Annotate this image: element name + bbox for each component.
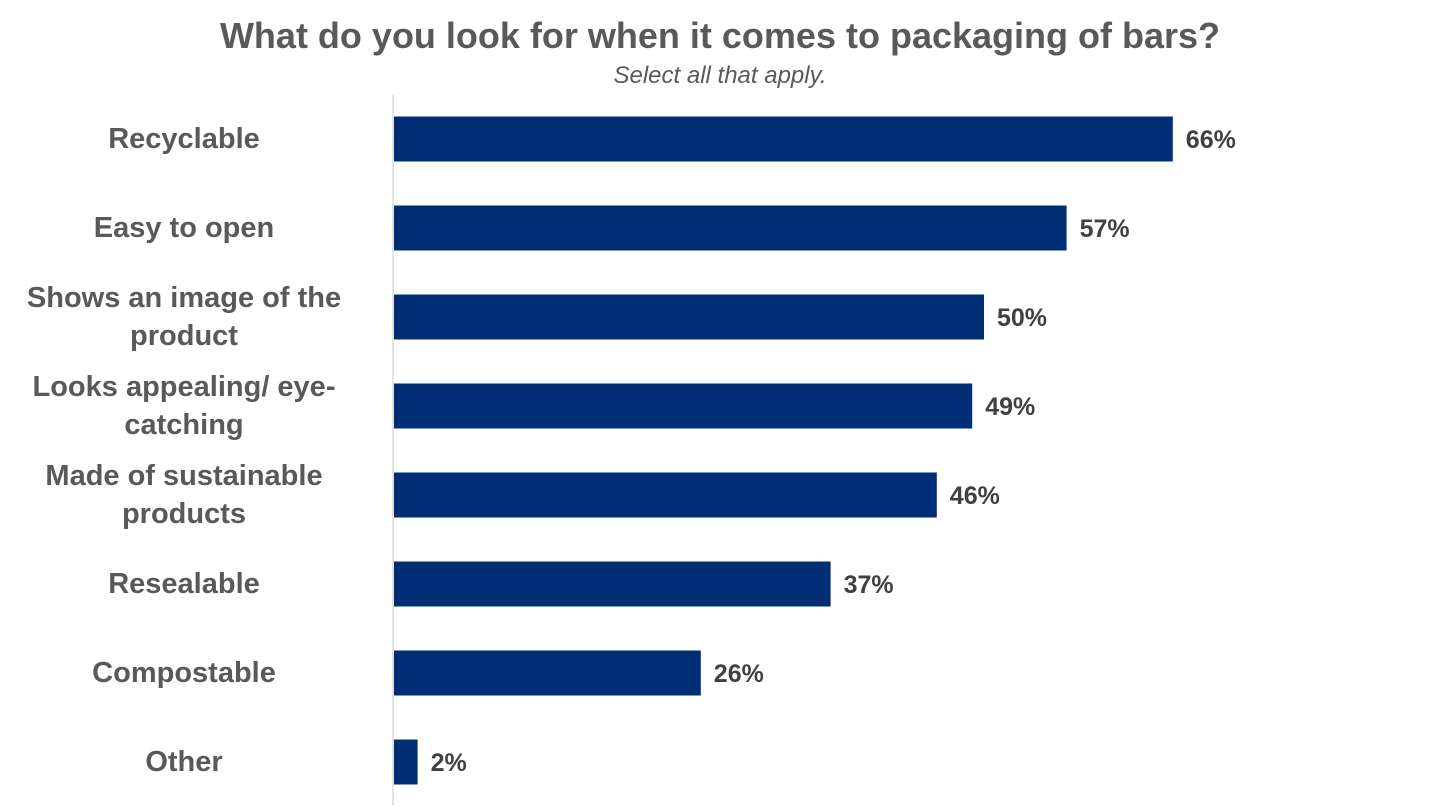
- bar-value-label: 66%: [1186, 126, 1236, 154]
- bar-value-label: 46%: [950, 482, 1000, 510]
- bar-value-label: 50%: [997, 304, 1047, 332]
- bar-value-label: 26%: [714, 660, 764, 688]
- bar-value-label: 2%: [431, 749, 467, 777]
- bar: [394, 116, 1173, 162]
- bar: [394, 561, 831, 607]
- category-label: Other: [145, 746, 223, 778]
- category-label: Made of sustainable products: [45, 460, 323, 530]
- chart-title: What do you look for when it comes to pa…: [219, 15, 1221, 56]
- chart-subtitle: Select all that apply.: [613, 62, 827, 89]
- category-label: Compostable: [92, 657, 276, 689]
- category-label: Shows an image of the product: [26, 282, 342, 352]
- bar: [394, 650, 701, 696]
- category-label: Easy to open: [93, 212, 275, 244]
- bar: [394, 383, 973, 429]
- category-label: Recyclable: [108, 123, 260, 155]
- bar-value-label: 57%: [1080, 215, 1130, 243]
- bar-value-label: 37%: [844, 571, 894, 599]
- category-label: Resealable: [108, 568, 260, 600]
- bar-value-label: 49%: [985, 393, 1035, 421]
- bar: [394, 205, 1067, 251]
- bar: [394, 739, 418, 785]
- bar: [394, 472, 937, 518]
- bar: [394, 294, 984, 340]
- category-label: Looks appealing/ eye-catching: [32, 371, 336, 441]
